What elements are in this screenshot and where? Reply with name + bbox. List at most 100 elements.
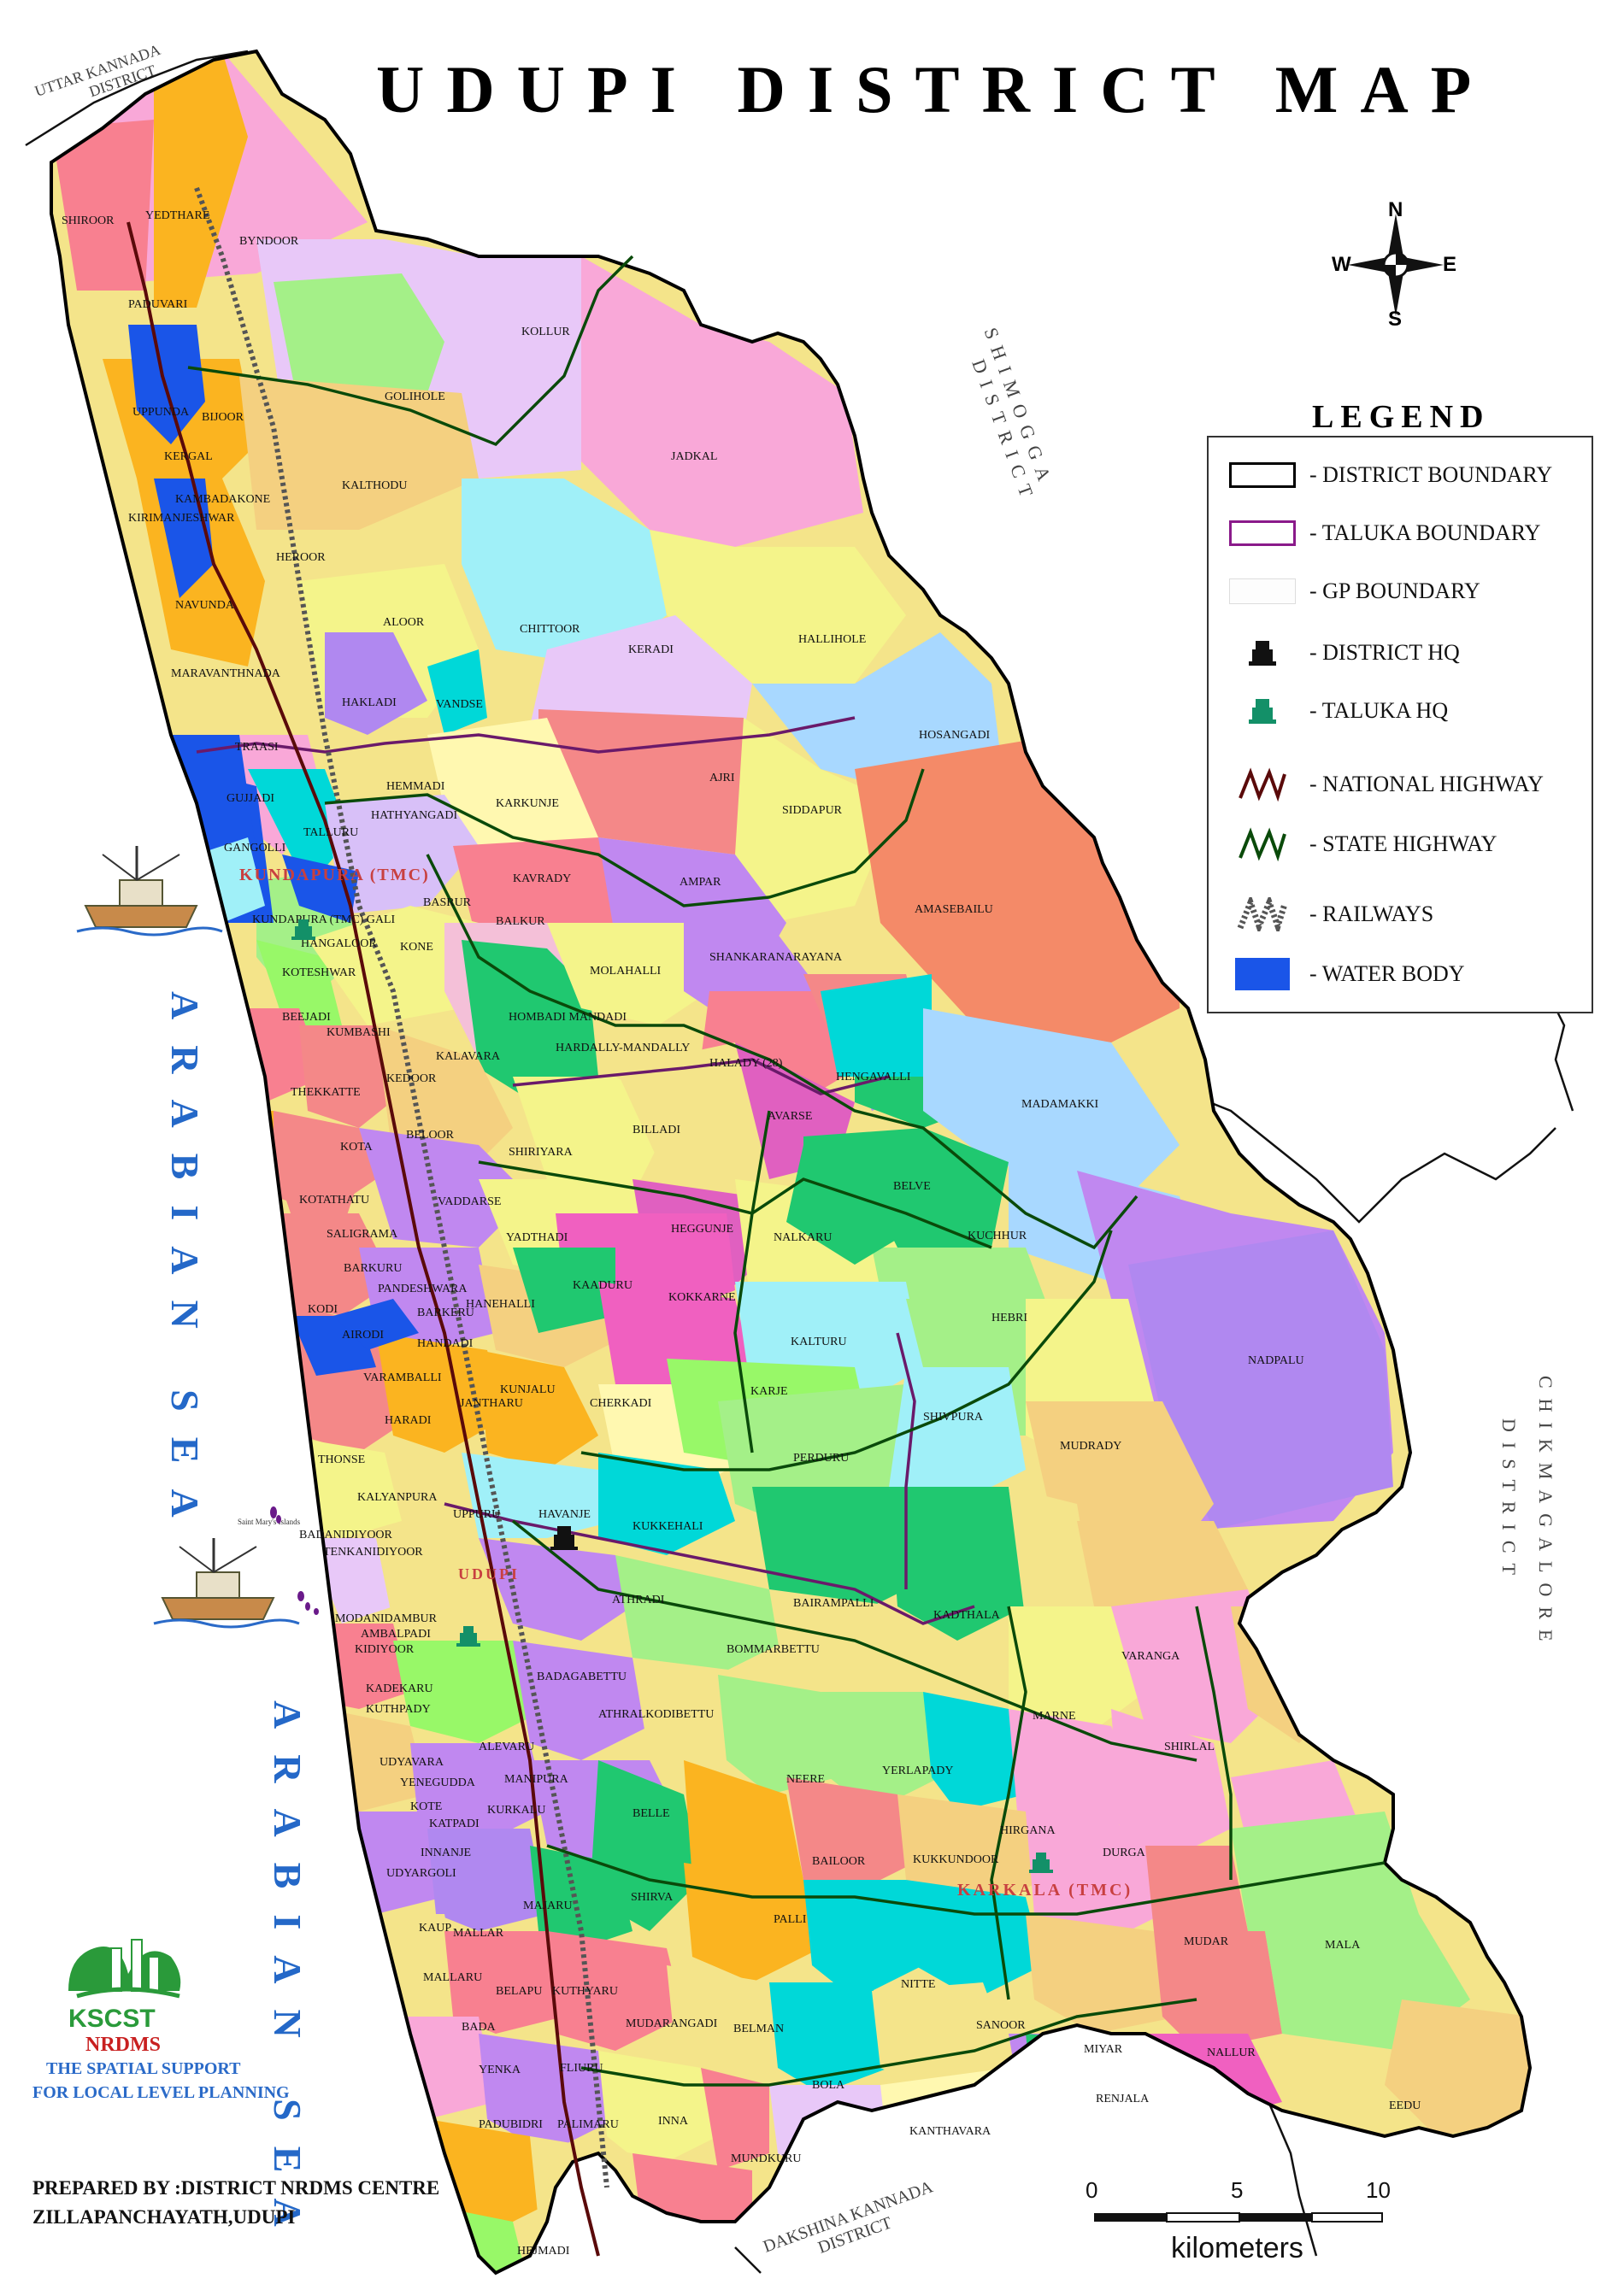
gp-label: KIDIYOOR bbox=[355, 1643, 415, 1656]
gp-label: MALLARU bbox=[423, 1971, 482, 1984]
gp-label: BADANIDIYOOR bbox=[299, 1529, 393, 1541]
gp-label: BALKUR bbox=[496, 915, 545, 928]
legend-label: - DISTRICT HQ bbox=[1309, 640, 1460, 665]
gp-label: SHIROOR bbox=[62, 214, 115, 227]
gp-label: GUJJADI bbox=[227, 792, 274, 805]
gp-label: YADTHADI bbox=[506, 1231, 568, 1244]
compass-rose bbox=[1348, 214, 1444, 316]
legend-label: - NATIONAL HIGHWAY bbox=[1309, 772, 1544, 796]
legend-label: - RAILWAYS bbox=[1309, 901, 1434, 926]
gp-label: KONE bbox=[400, 941, 433, 954]
gp-label: PADUBIDRI bbox=[479, 2118, 543, 2131]
taluka-boundaries bbox=[196, 716, 975, 1625]
gp-label: KOTESHWAR bbox=[282, 966, 356, 979]
neighbour-east-sub: DISTRICT bbox=[1498, 1418, 1520, 1585]
gp-label: PANDESHWARA bbox=[378, 1283, 468, 1295]
gp-label: HALADY (28) bbox=[709, 1057, 783, 1070]
compass-w: W bbox=[1332, 253, 1351, 276]
kscst-logo-icon bbox=[68, 1939, 181, 1999]
gp-label: VARANGA bbox=[1121, 1650, 1180, 1663]
kscst-logo bbox=[60, 1923, 188, 1999]
gp-label: AMASEBAILU bbox=[915, 903, 993, 916]
gp-label: BARKURU bbox=[344, 1262, 402, 1275]
gp-label: MUNDKURU bbox=[731, 2152, 801, 2165]
gp-label: MADAMAKKI bbox=[1021, 1098, 1099, 1111]
ship-icon bbox=[153, 1538, 300, 1629]
gp-label: HARDALLY-MANDALLY bbox=[556, 1042, 690, 1054]
prepared-by-office: ZILLAPANCHAYATH,UDUPI bbox=[32, 2206, 296, 2228]
gp-label: KOTE bbox=[410, 1800, 442, 1813]
gp-label: BYNDOOR bbox=[239, 235, 299, 248]
gp-label: BOLA bbox=[812, 2079, 845, 2092]
gp-label: UPPURU bbox=[453, 1508, 500, 1521]
gp-label: KUMBASHI bbox=[327, 1026, 391, 1039]
gp-label: MARAVANTHNADA bbox=[171, 667, 281, 680]
gp-label: KODI bbox=[308, 1303, 338, 1316]
gp-label: YENEGUDDA bbox=[400, 1776, 476, 1789]
gp-label: UDYARGOLI bbox=[386, 1867, 456, 1880]
gp-label: UPPUNDA bbox=[132, 406, 190, 419]
gp-label: KAMBADAKONE bbox=[175, 493, 270, 506]
gp-label: BARKERU bbox=[417, 1307, 474, 1319]
map-title: UDUPI DISTRICT MAP bbox=[376, 52, 1494, 126]
gp-label: BADA bbox=[462, 2021, 497, 2034]
gp-labels: SHIROOR YEDTHARE BYNDOOR PADUVARI KOLLUR… bbox=[62, 209, 1421, 2258]
gp-label: RENJALA bbox=[1096, 2093, 1150, 2105]
gp-label: SANOOR bbox=[976, 2019, 1026, 2032]
gp-label: TENKANIDIYOOR bbox=[323, 1546, 423, 1559]
gp-label: KIRIMANJESHWAR bbox=[128, 512, 235, 525]
gp-label: ALOOR bbox=[383, 616, 425, 629]
gp-label: BELAPU bbox=[496, 1985, 542, 1998]
gp-label: ATHRALKODIBETTU bbox=[598, 1708, 714, 1721]
gp-label: HAKLADI bbox=[342, 696, 397, 709]
gp-label: HANEHALLI bbox=[466, 1298, 535, 1311]
gp-label: AMPAR bbox=[680, 876, 721, 889]
gp-label: KOLLUR bbox=[521, 326, 570, 338]
taluka-hq-icon bbox=[456, 1626, 480, 1647]
gp-label: HAVANJE bbox=[538, 1508, 591, 1521]
scale-bar-graphic bbox=[1094, 2212, 1383, 2223]
legend-row-gp-boundary: - GP BOUNDARY bbox=[1224, 574, 1480, 608]
national-highway-symbol bbox=[1239, 767, 1286, 802]
gp-label: BEEJADI bbox=[282, 1011, 331, 1024]
district-hq-icon bbox=[1249, 641, 1276, 666]
gp-label: BADAGABETTU bbox=[537, 1671, 627, 1683]
gp-label: GOLIHOLE bbox=[385, 390, 445, 403]
legend-row-taluka-hq: - TALUKA HQ bbox=[1224, 694, 1448, 728]
gp-label: BAILOOR bbox=[812, 1855, 866, 1868]
gp-label: MALA bbox=[1325, 1939, 1361, 1952]
gp-label: MANIPURA bbox=[504, 1773, 569, 1786]
gp-label: KADTHALA bbox=[933, 1609, 1001, 1622]
railway-line bbox=[194, 186, 609, 2188]
gp-label: KARKUNJE bbox=[496, 797, 559, 810]
gp-label: MUDARANGADI bbox=[626, 2017, 718, 2030]
gp-label: AJRI bbox=[709, 772, 735, 784]
gp-label: HARADI bbox=[385, 1414, 432, 1427]
spatial-support-line1: THE SPATIAL SUPPORT bbox=[46, 2059, 241, 2078]
gp-label: HENGAVALLI bbox=[836, 1071, 911, 1083]
compass-e: E bbox=[1443, 253, 1457, 276]
gp-label: KUKKEHALI bbox=[633, 1520, 703, 1533]
district-boundary bbox=[50, 49, 1533, 2275]
taluka-hq-icon bbox=[1029, 1853, 1053, 1873]
gp-label: KALAVARA bbox=[436, 1050, 501, 1063]
legend-label: - WATER BODY bbox=[1309, 961, 1465, 986]
gp-label: SIDDAPUR bbox=[782, 804, 843, 817]
gp-label: NEERE bbox=[786, 1773, 825, 1786]
compass-s: S bbox=[1388, 308, 1403, 331]
legend-row-district-hq: - DISTRICT HQ bbox=[1224, 636, 1460, 670]
national-highways bbox=[127, 221, 600, 2257]
scale-bar bbox=[1094, 2211, 1385, 2223]
legend-label: - STATE HIGHWAY bbox=[1309, 831, 1497, 856]
gp-label: MIYAR bbox=[1084, 2043, 1123, 2056]
gp-label: THEKKATTE bbox=[291, 1086, 361, 1099]
gp-label: BOMMARBETTU bbox=[727, 1643, 820, 1656]
gp-label: HEMMADI bbox=[386, 780, 445, 793]
gp-label: HANGALOOR bbox=[301, 937, 377, 950]
gp-label: SHIVPURA bbox=[923, 1411, 984, 1424]
gp-label: THONSE bbox=[318, 1453, 365, 1466]
gp-label: NAVUNDA bbox=[175, 599, 235, 612]
gp-label: BELLE bbox=[633, 1807, 670, 1820]
gp-label: KOTA bbox=[340, 1141, 374, 1154]
gp-label: SHIRVA bbox=[631, 1891, 674, 1904]
